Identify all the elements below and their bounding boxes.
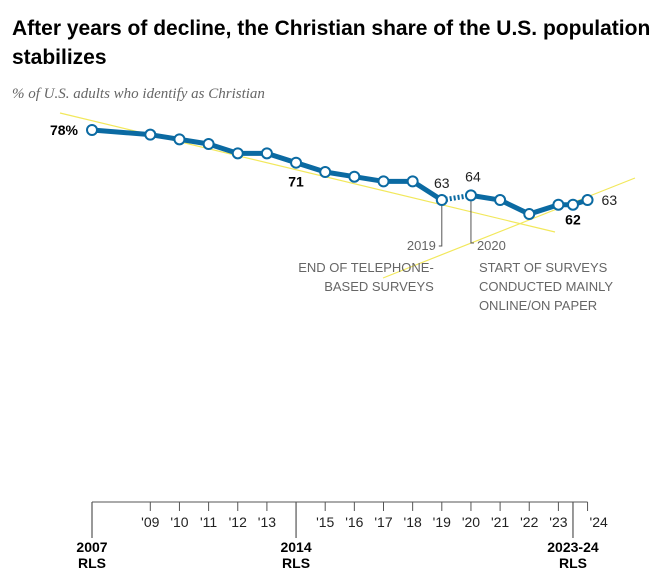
data-label: 62 [565,212,581,228]
data-point [464,189,477,202]
x-tick-label: '22 [520,514,538,530]
data-label: 78% [50,122,79,138]
chart-title: After years of decline, the Christian sh… [12,17,651,69]
x-tick-label: '15 [316,514,334,530]
data-point [566,198,579,211]
data-point [202,138,215,151]
data-point [523,208,536,221]
x-tick-label: '17 [374,514,392,530]
annotation-year-2019: 2019 [407,238,436,253]
data-point [377,175,390,188]
data-point [581,194,594,207]
annotation-leader-2020 [470,195,474,244]
trend-line-stabilize [382,177,636,279]
x-tick-label: '18 [404,514,422,530]
chart-subtitle: % of U.S. adults who identify as Christi… [12,86,265,102]
data-point [552,198,565,211]
annotation-text-2020: CONDUCTED MAINLY [479,279,613,294]
data-point [173,133,186,146]
x-major-label: 2023-24 [547,539,599,555]
data-point [494,194,507,207]
trend-line-decline [59,112,556,233]
data-label: 64 [465,168,481,184]
data-label: 63 [602,192,618,208]
annotation-text-2020: ONLINE/ON PAPER [479,298,597,313]
annotation-text-2019: BASED SURVEYS [324,279,434,294]
annotation-text-2019: END OF TELEPHONE- [298,260,434,275]
x-tick-label: '13 [258,514,276,530]
data-point [435,194,448,207]
x-major-label: 2007 [76,539,107,555]
x-tick-label: '10 [170,514,188,530]
annotation-year-2020: 2020 [477,238,506,253]
x-major-label-sub: RLS [78,555,106,571]
annotation-leader-2019 [438,200,443,247]
x-major-label-sub: RLS [282,555,310,571]
data-label: 63 [434,175,450,191]
annotation-text-2020: START OF SURVEYS [479,260,608,275]
data-point [144,128,157,141]
data-point [260,147,273,160]
x-tick-label: '23 [549,514,567,530]
series-line-phone [91,127,444,203]
data-point [348,170,361,183]
x-tick-label: '19 [433,514,451,530]
data-point [319,166,332,179]
x-tick-label: '16 [345,514,363,530]
x-tick-label: '21 [491,514,509,530]
data-point [231,147,244,160]
data-label: 71 [288,174,304,190]
data-point [86,124,98,136]
x-tick-label: '11 [200,514,217,530]
x-major-label: 2014 [280,539,311,555]
data-point [406,175,419,188]
x-tick-label: '24 [590,514,608,530]
x-tick-label: '09 [141,514,159,530]
data-point [290,156,303,169]
x-major-label-sub: RLS [559,555,587,571]
x-tick-label: '20 [462,514,480,530]
x-tick-label: '12 [229,514,247,530]
